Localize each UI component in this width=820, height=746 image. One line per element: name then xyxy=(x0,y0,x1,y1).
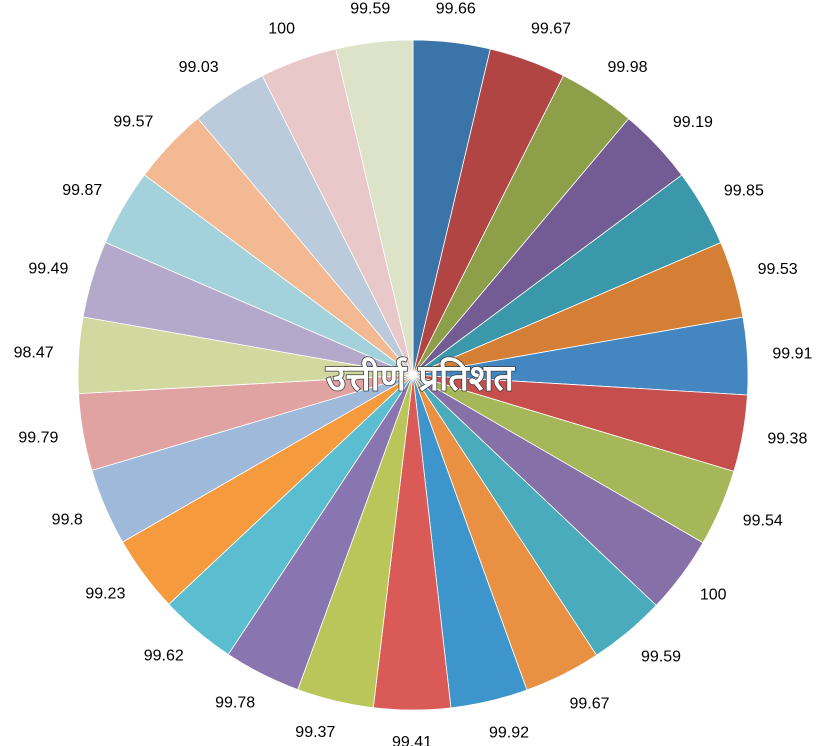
data-label: 99.49 xyxy=(28,261,68,278)
data-label: 99.59 xyxy=(641,649,681,666)
data-label: 99.87 xyxy=(62,182,102,199)
data-label: 99.85 xyxy=(724,182,764,199)
pie-slice xyxy=(335,39,414,376)
data-label: 99.53 xyxy=(758,261,798,278)
data-label: 98.47 xyxy=(14,344,54,361)
data-label: 99.38 xyxy=(767,431,807,448)
data-label: 99.41 xyxy=(392,734,432,746)
data-label: 99.8 xyxy=(52,511,83,528)
data-label: 99.79 xyxy=(18,429,58,446)
data-label: 99.57 xyxy=(113,114,153,131)
data-label: 99.67 xyxy=(569,695,609,712)
data-label: 99.78 xyxy=(215,695,255,712)
chart-title: उत्तीर्ण प्रतिशत xyxy=(325,357,515,399)
data-label: 99.54 xyxy=(743,512,783,529)
pie xyxy=(77,39,749,711)
data-label: 99.62 xyxy=(144,648,184,665)
data-label: 99.23 xyxy=(85,585,125,602)
data-label: 100 xyxy=(268,20,295,37)
data-label: 99.98 xyxy=(607,59,647,76)
data-label: 99.66 xyxy=(436,1,476,18)
data-label: 99.19 xyxy=(673,114,713,131)
data-label: 99.91 xyxy=(772,345,812,362)
data-label: 99.92 xyxy=(489,725,529,742)
data-label: 99.67 xyxy=(531,20,571,37)
data-label: 99.59 xyxy=(350,1,390,18)
data-label: 99.37 xyxy=(295,724,335,741)
data-label: 99.03 xyxy=(179,59,219,76)
data-label: 100 xyxy=(700,586,727,603)
